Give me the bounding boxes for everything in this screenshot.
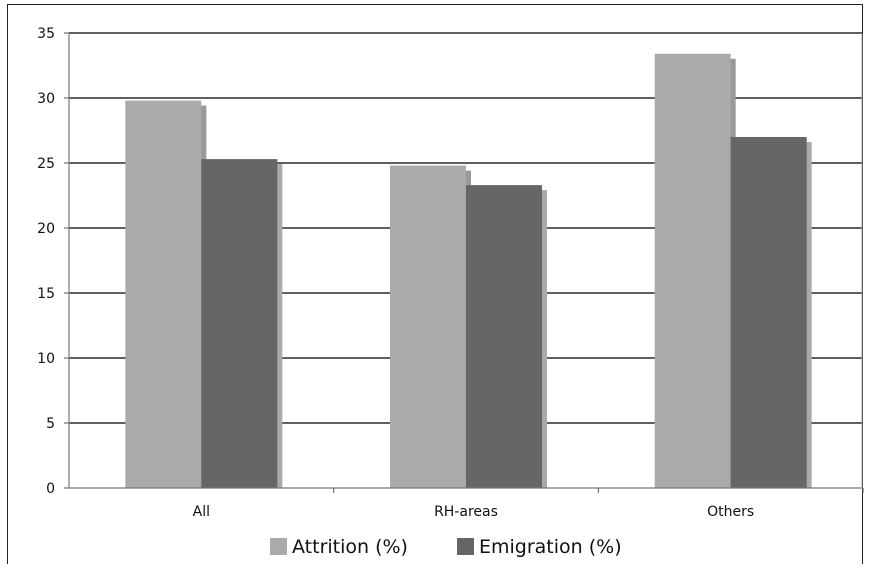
bar-emigration [201,159,278,488]
y-tick-label: 20 [37,221,55,237]
axes [64,32,864,493]
category-label: Others [707,504,754,520]
category-labels: All RH-areas Others [193,504,755,520]
legend-label: Attrition (%) [292,536,408,558]
y-tick-label: 15 [37,286,55,302]
legend-swatch [270,538,287,555]
y-tick-label: 25 [37,156,55,172]
bar-emigration [466,185,542,488]
category-label: RH-areas [434,504,498,520]
y-tick-label: 10 [37,351,55,367]
y-tick-labels: 0 5 10 15 20 25 30 35 [37,26,55,497]
bar-emigration [730,137,807,488]
category-label: All [193,504,210,520]
legend-label: Emigration (%) [479,536,622,558]
bar-attrition [654,53,731,489]
y-tick-label: 5 [46,416,55,432]
legend-swatch [457,538,474,555]
chart-frame: 0 5 10 15 20 25 30 35 All RH-areas Others Attriti… [7,4,864,564]
y-tick-label: 0 [46,481,55,497]
bar-chart: 0 5 10 15 20 25 30 35 All RH-areas Others Attriti… [37,26,864,558]
bar-attrition [125,100,202,488]
y-tick-label: 35 [37,26,55,42]
bar-attrition [390,165,466,488]
bars [125,53,812,489]
legend: Attrition (%) Emigration (%) [270,536,622,558]
y-tick-label: 30 [37,91,55,107]
